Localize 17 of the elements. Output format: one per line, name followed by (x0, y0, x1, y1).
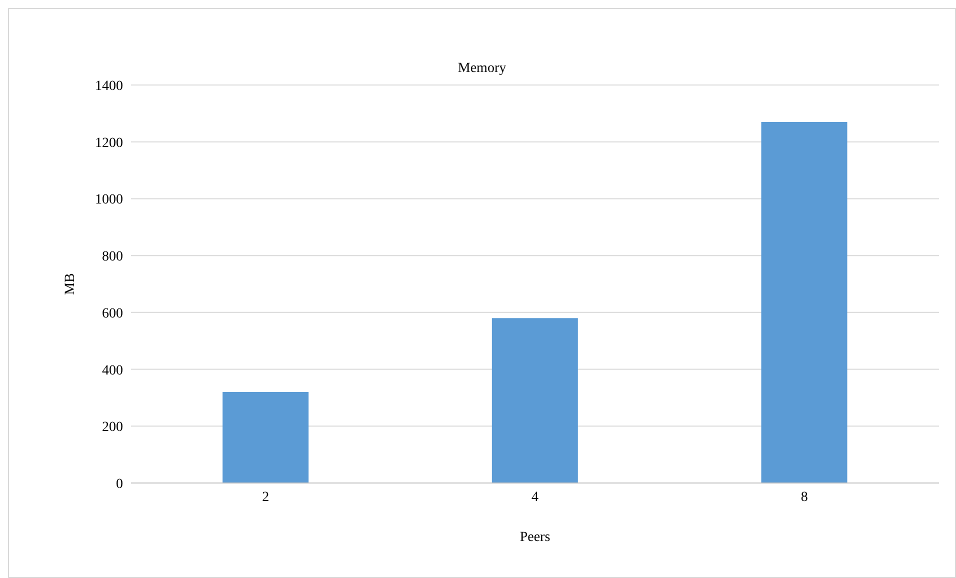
chart-title: Memory (456, 61, 508, 77)
y-tick-label: 1200 (95, 136, 123, 151)
y-tick-label: 0 (116, 476, 123, 492)
x-tick-label: 4 (532, 490, 538, 505)
x-axis-title: Peers (520, 530, 550, 545)
x-tick-label: 2 (262, 490, 270, 505)
y-axis-title: MB (62, 273, 78, 295)
y-tick-label: 1000 (95, 192, 123, 208)
x-tick-label: 8 (800, 490, 808, 505)
y-tick-label: 600 (102, 306, 123, 322)
y-tick-label: 1400 (95, 78, 123, 94)
y-tick-label: 800 (102, 250, 123, 265)
y-tick-label: 400 (102, 363, 123, 378)
bar (492, 318, 578, 483)
bar (222, 392, 309, 483)
y-tick-label: 200 (102, 420, 123, 436)
bar (761, 122, 848, 483)
